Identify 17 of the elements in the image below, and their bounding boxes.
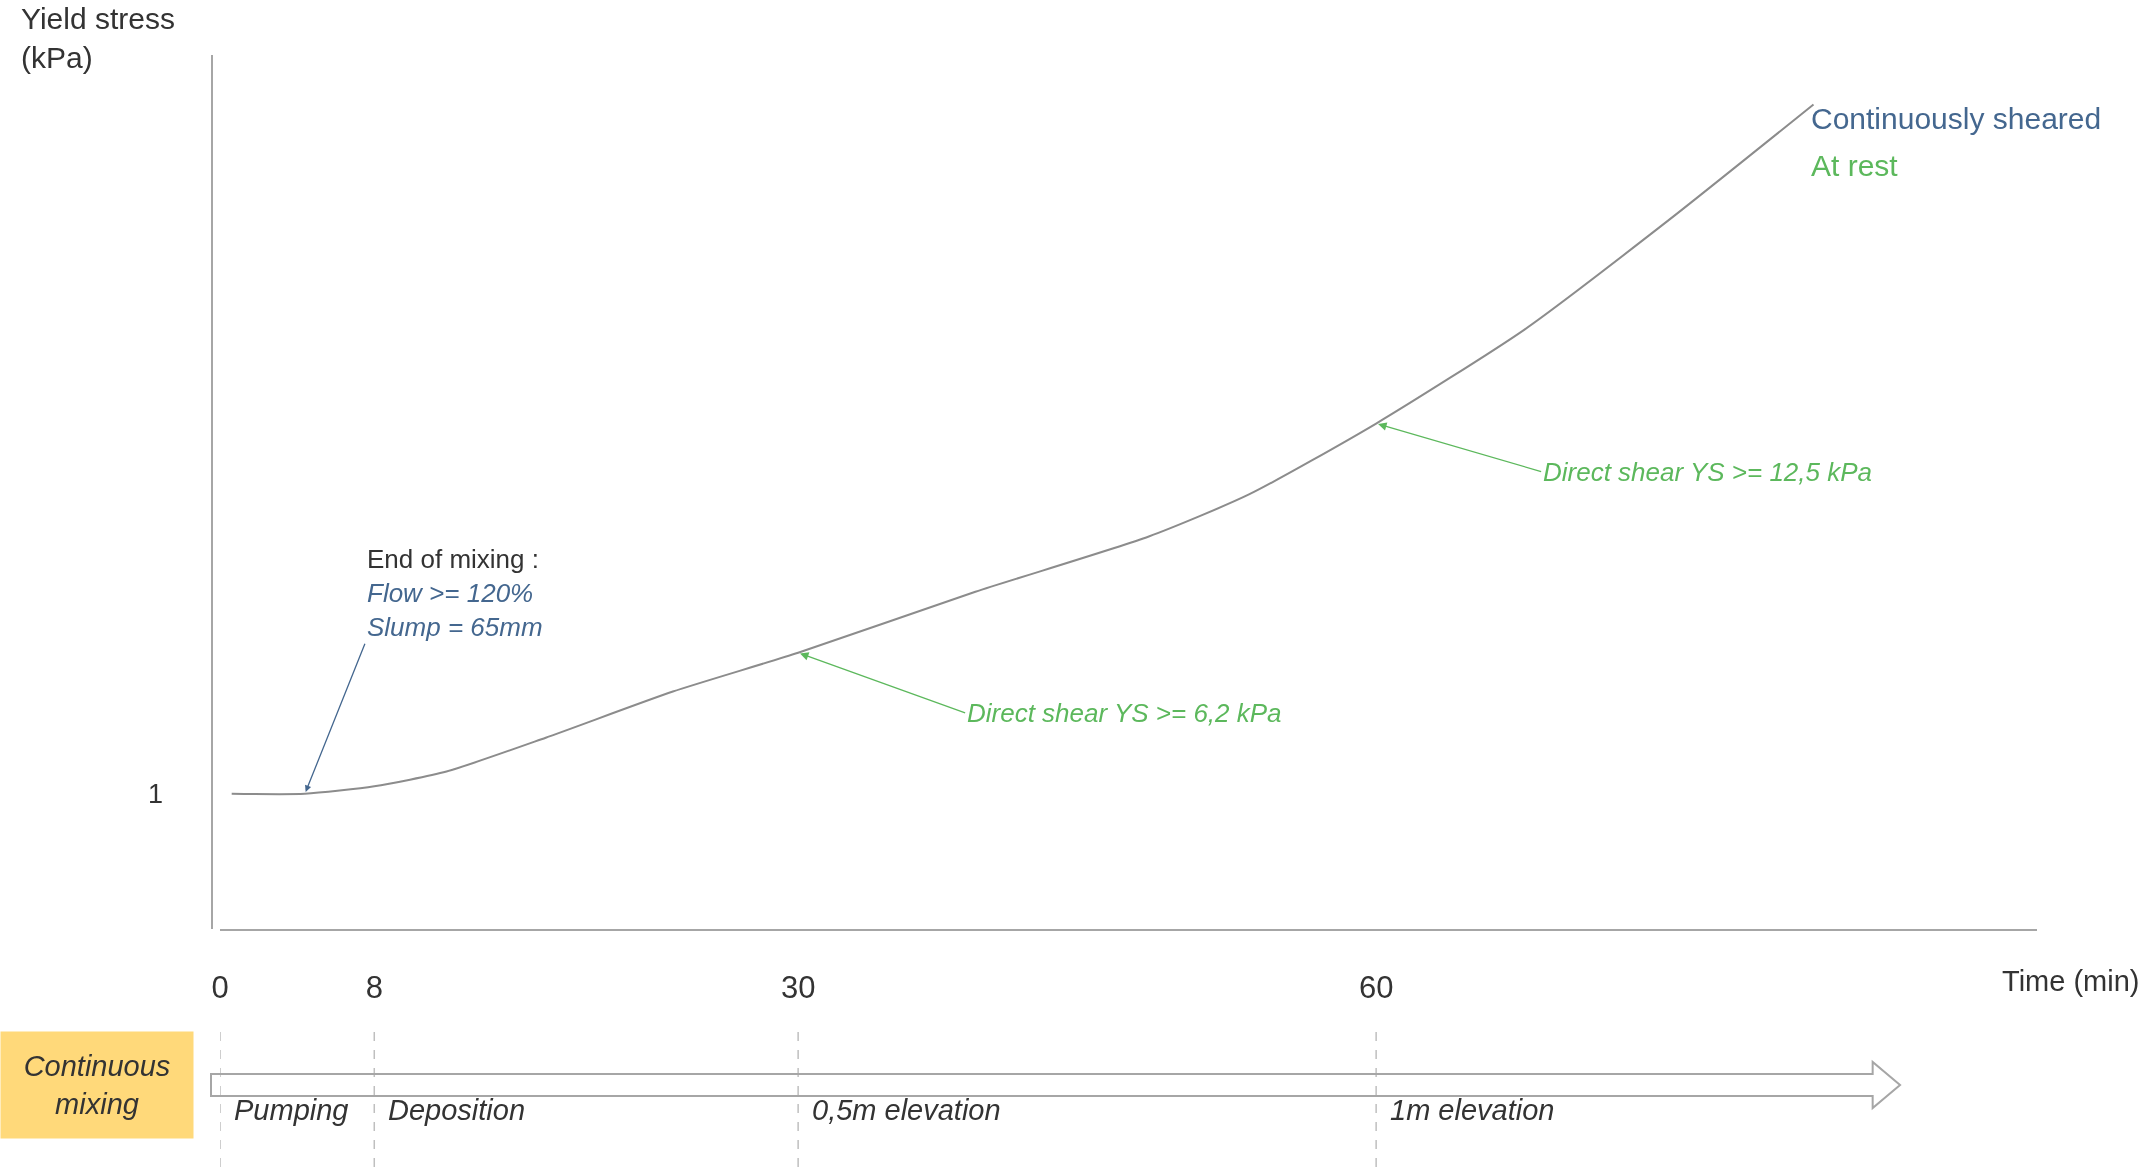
annotation: Direct shear YS >= 6,2 kPa	[967, 698, 1282, 728]
x-tick-label: 8	[365, 969, 383, 1005]
ref-line-label: Deposition	[388, 1094, 526, 1126]
annotation: Direct shear YS >= 12,5 kPa	[1543, 457, 1873, 487]
text: 1	[148, 779, 164, 809]
ref-line-label: Pumping	[234, 1094, 349, 1126]
x-axis-title: Time (min)	[2002, 965, 2140, 997]
y-axis-title: Yield stress (kPa)	[21, 2, 175, 74]
annotation: End of mixing : Flow >= 120% Slump = 65mm	[367, 544, 543, 642]
x-tick-label: 0	[211, 969, 229, 1005]
x-tick-label: 30	[780, 969, 816, 1005]
annotation: At rest	[1811, 149, 1899, 182]
text: Continuous mixing	[23, 1050, 171, 1120]
annotation: Continuously sheared	[1811, 102, 2102, 135]
ref-line-label: 1m elevation	[1390, 1094, 1555, 1126]
x-tick-label: 60	[1358, 969, 1394, 1005]
ref-line-label: 0,5m elevation	[812, 1094, 1001, 1126]
